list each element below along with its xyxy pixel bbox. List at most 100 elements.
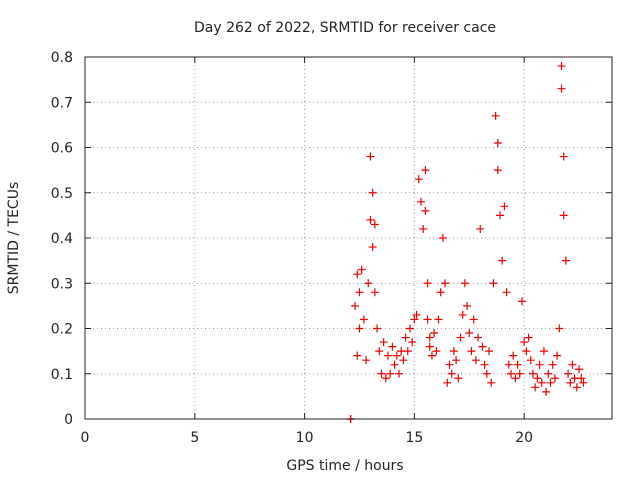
data-point xyxy=(412,310,421,319)
data-point xyxy=(405,324,414,333)
data-point xyxy=(526,356,535,365)
data-point xyxy=(485,347,494,356)
data-point xyxy=(568,360,577,369)
data-point xyxy=(362,356,371,365)
y-tick-label: 0.5 xyxy=(51,186,73,202)
data-point xyxy=(441,279,450,288)
data-point xyxy=(379,338,388,347)
data-point xyxy=(425,342,434,351)
data-point xyxy=(553,351,562,360)
data-point xyxy=(566,378,575,387)
y-tick-label: 0.8 xyxy=(51,50,73,66)
data-point xyxy=(513,360,522,369)
y-tick-label: 0.3 xyxy=(51,276,73,292)
data-point xyxy=(564,369,573,378)
data-point xyxy=(443,378,452,387)
data-point xyxy=(579,378,588,387)
y-tick-label: 0.2 xyxy=(51,322,73,338)
data-point xyxy=(416,197,425,206)
data-point xyxy=(445,360,454,369)
y-tick-label: 0.4 xyxy=(51,231,73,247)
data-point xyxy=(355,288,364,297)
data-point xyxy=(548,360,557,369)
data-point xyxy=(364,279,373,288)
data-point xyxy=(524,333,533,342)
data-point xyxy=(487,378,496,387)
data-point xyxy=(452,356,461,365)
data-point xyxy=(395,369,404,378)
x-tick-label: 0 xyxy=(81,430,90,446)
data-point xyxy=(366,152,375,161)
data-point xyxy=(427,351,436,360)
data-point xyxy=(504,360,513,369)
data-point xyxy=(509,351,518,360)
data-point xyxy=(517,297,526,306)
data-point xyxy=(421,166,430,175)
data-point xyxy=(522,347,531,356)
data-point xyxy=(489,279,498,288)
x-tick-label: 15 xyxy=(405,430,423,446)
data-point xyxy=(377,369,386,378)
data-point xyxy=(460,279,469,288)
data-point xyxy=(401,333,410,342)
data-point xyxy=(375,347,384,356)
data-point xyxy=(559,211,568,220)
data-point xyxy=(381,374,390,383)
data-point xyxy=(575,365,584,374)
data-point xyxy=(474,333,483,342)
data-point xyxy=(436,288,445,297)
x-tick-label: 20 xyxy=(515,430,533,446)
data-point xyxy=(550,374,559,383)
data-point xyxy=(373,324,382,333)
data-point xyxy=(353,270,362,279)
data-point xyxy=(531,383,540,392)
data-point xyxy=(511,374,520,383)
data-point xyxy=(502,288,511,297)
data-point xyxy=(557,84,566,93)
data-point xyxy=(414,175,423,184)
x-tick-label: 5 xyxy=(190,430,199,446)
data-point xyxy=(542,387,551,396)
data-point xyxy=(533,374,542,383)
data-point xyxy=(557,62,566,71)
data-point xyxy=(423,279,432,288)
data-point xyxy=(493,138,502,147)
data-point xyxy=(528,369,537,378)
y-tick-label: 0.7 xyxy=(51,95,73,111)
data-point xyxy=(454,374,463,383)
data-point xyxy=(520,338,529,347)
data-point xyxy=(478,342,487,351)
plot-frame xyxy=(84,56,613,420)
data-point xyxy=(370,220,379,229)
data-point xyxy=(491,111,500,120)
data-point xyxy=(351,301,360,310)
data-point xyxy=(500,202,509,211)
data-point xyxy=(572,383,581,392)
data-point xyxy=(471,356,480,365)
data-point xyxy=(355,324,364,333)
data-point xyxy=(496,211,505,220)
data-point xyxy=(498,256,507,265)
data-point xyxy=(546,378,555,387)
data-point xyxy=(482,369,491,378)
data-point xyxy=(419,224,428,233)
data-point xyxy=(561,256,570,265)
data-point xyxy=(480,360,489,369)
y-tick-label: 0.6 xyxy=(51,141,73,157)
data-point xyxy=(359,315,368,324)
data-point xyxy=(559,152,568,161)
data-point xyxy=(432,347,441,356)
x-tick-label: 10 xyxy=(296,430,314,446)
data-point xyxy=(438,234,447,242)
y-axis-label: SRMTID / TECUs xyxy=(6,182,22,295)
data-point xyxy=(390,360,399,369)
data-point xyxy=(456,333,465,342)
data-point xyxy=(421,206,430,215)
y-tick-label: 0.1 xyxy=(51,367,73,383)
data-point xyxy=(539,347,548,356)
data-point xyxy=(469,315,478,324)
data-point xyxy=(353,351,362,360)
data-point xyxy=(357,265,366,274)
